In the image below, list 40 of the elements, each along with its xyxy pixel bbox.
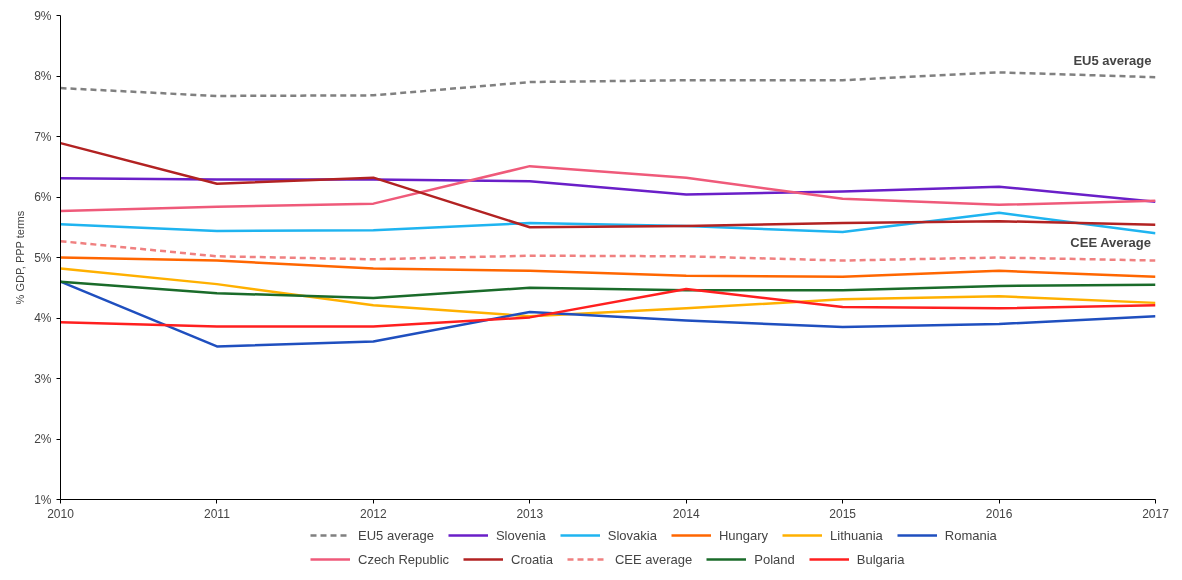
annotation: CEE Average [1070, 235, 1152, 251]
x-tick-label: 2010 [47, 506, 75, 521]
line-series [60, 71, 1156, 98]
y-axis-title: % GDP, PPP terms [14, 210, 27, 305]
legend-label: Lithuania [830, 527, 883, 543]
legend-label: EU5 average [358, 527, 434, 543]
x-tick-label: 2016 [985, 506, 1013, 521]
y-tick-label: 4% [34, 311, 52, 325]
x-tick-label: 2014 [672, 506, 700, 521]
legend-label: Poland [754, 551, 795, 567]
line-series [60, 267, 1156, 318]
x-tick-label: 2011 [204, 506, 231, 521]
legend-label: Bulgaria [856, 551, 905, 567]
line-series [60, 280, 1156, 300]
legend-label: Slovenia [495, 527, 546, 543]
legend-label: Czech Republic [358, 551, 450, 567]
legend-label: Slovakia [607, 527, 657, 543]
x-tick-label: 2012 [360, 506, 388, 521]
line-series [60, 164, 1156, 213]
line-series [60, 256, 1156, 279]
y-tick-label: 3% [34, 371, 52, 386]
line-series [60, 239, 1156, 262]
line-series [60, 280, 1156, 348]
y-tick-label: 7% [34, 129, 52, 144]
x-tick-label: 2017 [1142, 506, 1170, 521]
annotation: EU5 average [1073, 53, 1152, 69]
x-tick-label: 2013 [516, 506, 544, 521]
y-tick-label: 9% [34, 8, 52, 23]
legend-label: Hungary [718, 527, 769, 543]
y-tick-label: 1% [34, 492, 52, 507]
y-tick-label: 8% [34, 69, 52, 83]
line-series [60, 287, 1156, 328]
y-tick-label: 6% [34, 190, 52, 204]
x-tick-label: 2015 [829, 506, 857, 521]
legend-label: CEE average [614, 551, 693, 567]
legend-label: Croatia [511, 551, 553, 567]
legend-label: Romania [944, 527, 997, 543]
line-series [60, 141, 1156, 229]
y-tick-label: 5% [34, 250, 52, 265]
y-tick-label: 2% [34, 432, 52, 446]
